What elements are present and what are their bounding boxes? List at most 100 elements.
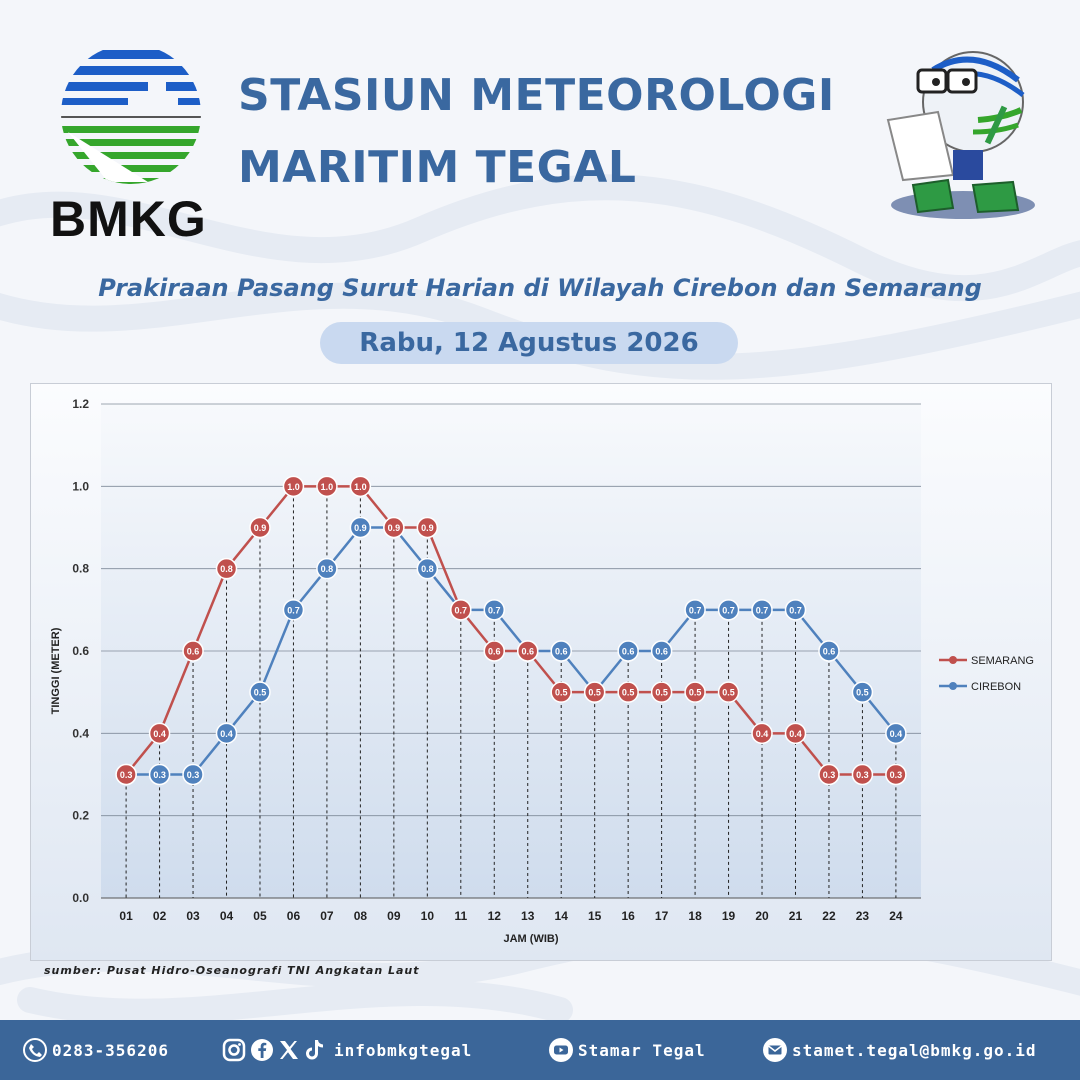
- data-label-cirebon: 0.7: [488, 605, 501, 615]
- data-point-semarang: [215, 557, 238, 580]
- data-point-semarang: [450, 599, 472, 621]
- data-label-cirebon: 0.3: [153, 770, 166, 780]
- data-label-semarang: 1.0: [354, 482, 367, 492]
- data-label-semarang: 0.6: [187, 647, 200, 657]
- x-tick-label: 02: [153, 909, 167, 923]
- legend-label: CIREBON: [971, 681, 1021, 693]
- legend-marker: [949, 656, 957, 664]
- mascot-illustration: [886, 51, 1035, 219]
- youtube-icon: [548, 1037, 574, 1063]
- data-point-semarang: [483, 640, 506, 662]
- data-label-cirebon: 0.7: [722, 605, 735, 615]
- tiktok-icon[interactable]: [304, 1039, 324, 1061]
- email-text: stamet.tegal@bmkg.go.id: [792, 1040, 1037, 1060]
- x-tick-label: 13: [521, 909, 535, 923]
- y-tick-label: 1.2: [72, 397, 89, 411]
- data-point-cirebon: [784, 599, 807, 621]
- data-point-semarang: [583, 681, 606, 703]
- data-point-semarang: [148, 722, 171, 745]
- data-point-cirebon: [650, 640, 673, 662]
- data-point-cirebon: [316, 557, 338, 580]
- x-tick-label: 01: [119, 909, 133, 923]
- footer-phone[interactable]: 0283-356206: [22, 1032, 169, 1068]
- y-tick-label: 1.0: [72, 479, 89, 493]
- data-point-cirebon: [249, 681, 271, 703]
- data-label-semarang: 0.3: [120, 770, 133, 780]
- data-point-cirebon: [349, 516, 372, 539]
- data-label-cirebon: 0.4: [890, 729, 903, 739]
- y-tick-label: 0.6: [72, 644, 89, 658]
- bmkg-logo-text: BMKG: [50, 191, 207, 247]
- facebook-icon[interactable]: [250, 1038, 274, 1062]
- data-label-semarang: 0.7: [455, 605, 468, 615]
- data-label-semarang: 0.4: [153, 729, 166, 739]
- data-label-semarang: 0.5: [722, 688, 735, 698]
- instagram-icon[interactable]: [222, 1038, 246, 1062]
- data-label-semarang: 0.9: [254, 523, 267, 533]
- date-text: Rabu, 12 Agustus 2026: [359, 328, 699, 358]
- data-label-semarang: 0.5: [689, 688, 702, 698]
- x-tick-label: 04: [220, 909, 234, 923]
- data-point-semarang: [550, 681, 572, 703]
- footer-social[interactable]: infobmkgtegal: [222, 1032, 472, 1068]
- data-label-cirebon: 0.5: [856, 688, 869, 698]
- data-label-cirebon: 0.7: [689, 605, 702, 615]
- data-label-cirebon: 0.6: [655, 647, 668, 657]
- data-label-semarang: 0.5: [555, 688, 568, 698]
- y-tick-label: 0.4: [72, 726, 89, 740]
- legend-label: SEMARANG: [971, 655, 1034, 667]
- data-point-semarang: [416, 516, 439, 539]
- footer-youtube[interactable]: Stamar Tegal: [548, 1032, 706, 1068]
- footer-email[interactable]: stamet.tegal@bmkg.go.id: [762, 1032, 1037, 1068]
- x-tick-label: 08: [354, 909, 368, 923]
- data-label-semarang: 1.0: [321, 482, 334, 492]
- x-tick-label: 24: [889, 909, 903, 923]
- footer-bar: [0, 1020, 1080, 1080]
- data-point-semarang: [684, 681, 706, 703]
- x-tick-label: 16: [621, 909, 635, 923]
- data-label-semarang: 0.6: [521, 647, 534, 657]
- data-label-cirebon: 0.9: [354, 523, 367, 533]
- title-line-1: STASIUN METEOROLOGI: [238, 70, 835, 121]
- x-tick-label: 09: [387, 909, 401, 923]
- data-point-semarang: [784, 722, 807, 745]
- data-label-semarang: 0.8: [220, 564, 233, 574]
- x-tick-label: 07: [320, 909, 334, 923]
- x-tick-label: 05: [253, 909, 267, 923]
- data-point-cirebon: [751, 599, 773, 621]
- data-point-semarang: [115, 763, 137, 786]
- y-tick-label: 0.0: [72, 891, 89, 905]
- data-point-semarang: [617, 681, 639, 703]
- data-label-semarang: 0.3: [856, 770, 869, 780]
- data-point-cirebon: [818, 640, 840, 662]
- data-label-cirebon: 0.5: [254, 688, 267, 698]
- data-point-semarang: [383, 516, 405, 539]
- x-icon[interactable]: [278, 1039, 300, 1061]
- data-label-semarang: 0.9: [388, 523, 401, 533]
- data-label-semarang: 0.4: [756, 729, 769, 739]
- x-tick-label: 17: [655, 909, 669, 923]
- bmkg-logo: [61, 50, 201, 184]
- data-label-semarang: 0.5: [655, 688, 668, 698]
- data-label-cirebon: 0.6: [823, 647, 836, 657]
- data-label-semarang: 0.3: [823, 770, 836, 780]
- data-point-cirebon: [617, 640, 639, 662]
- data-point-cirebon: [282, 599, 305, 621]
- data-label-cirebon: 0.8: [321, 564, 334, 574]
- tide-chart: 0.3 0.3 0.3 0.4 0.5 0.7 0.8 0.9 0.9 0.8 0.7 0.7 0.6 0…: [30, 383, 1052, 961]
- data-label-cirebon: 0.4: [220, 729, 233, 739]
- x-axis-title: JAM (WIB): [504, 933, 559, 945]
- data-point-semarang: [282, 475, 305, 498]
- y-axis-title: TINGGI (METER): [50, 627, 62, 714]
- x-tick-label: 21: [789, 909, 803, 923]
- y-tick-label: 0.2: [72, 809, 89, 823]
- data-point-semarang: [316, 475, 338, 498]
- subtitle: Prakiraan Pasang Surut Harian di Wilayah…: [98, 274, 982, 302]
- data-label-semarang: 0.5: [588, 688, 601, 698]
- data-point-semarang: [249, 516, 271, 539]
- data-point-cirebon: [885, 722, 907, 745]
- x-tick-label: 22: [822, 909, 836, 923]
- y-tick-label: 0.8: [72, 562, 89, 576]
- data-label-cirebon: 0.6: [622, 647, 635, 657]
- data-label-semarang: 0.3: [890, 770, 903, 780]
